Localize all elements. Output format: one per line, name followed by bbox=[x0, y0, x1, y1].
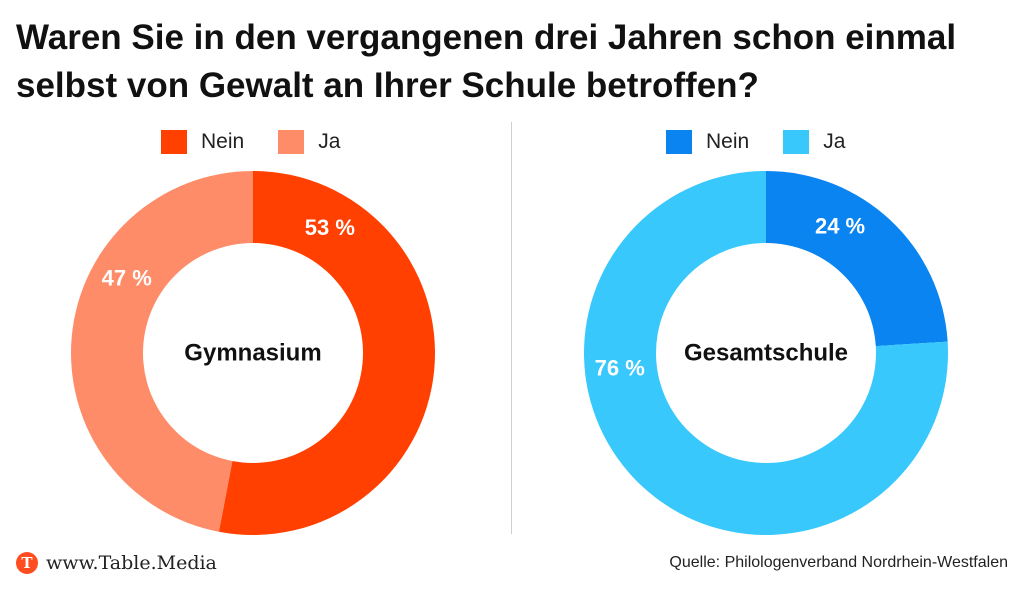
legend-gesamtschule: Nein Ja bbox=[666, 130, 879, 154]
legend-label-ja: Ja bbox=[318, 130, 341, 153]
legend-item-ja: Ja bbox=[278, 130, 340, 154]
legend-item-nein: Nein bbox=[161, 130, 244, 154]
legend-label-ja: Ja bbox=[823, 130, 846, 153]
value-label-ja: 47 % bbox=[102, 265, 152, 290]
divider bbox=[511, 122, 512, 534]
table-logo-icon: T bbox=[16, 552, 38, 574]
value-label-ja: 76 % bbox=[595, 355, 645, 380]
donut-chart-gymnasium: 53 % 47 % Gymnasium bbox=[70, 171, 435, 535]
chart-title: Waren Sie in den vergangenen drei Jahren… bbox=[16, 18, 957, 105]
legend-item-nein: Nein bbox=[666, 130, 749, 154]
donut-slice-nein bbox=[218, 171, 435, 535]
legend-item-ja: Ja bbox=[783, 130, 845, 154]
legend-swatch-ja bbox=[783, 130, 810, 154]
brand-url: www.Table.Media bbox=[46, 552, 217, 574]
value-label-nein: 24 % bbox=[815, 214, 865, 239]
legend-swatch-ja bbox=[278, 130, 305, 154]
donut-slice-ja bbox=[70, 171, 253, 532]
donut-center-label: Gymnasium bbox=[184, 340, 321, 367]
donut-center-label: Gesamtschule bbox=[684, 340, 848, 367]
donut-slice-ja bbox=[584, 171, 948, 535]
legend-swatch-nein bbox=[161, 130, 187, 154]
brand-logo: T www.Table.Media bbox=[16, 552, 217, 574]
legend-label-nein: Nein bbox=[201, 130, 245, 153]
legend-label-nein: Nein bbox=[706, 130, 750, 153]
donut-slice-nein bbox=[766, 171, 948, 347]
legend-gymnasium: Nein Ja bbox=[161, 130, 374, 154]
value-label-nein: 53 % bbox=[305, 215, 355, 240]
legend-swatch-nein bbox=[666, 130, 692, 154]
source-note: Quelle: Philologenverband Nordrhein-West… bbox=[669, 554, 1008, 571]
donut-chart-gesamtschule: 24 % 76 % Gesamtschule bbox=[584, 171, 948, 535]
